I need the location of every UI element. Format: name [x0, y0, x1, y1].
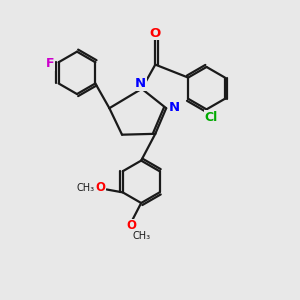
Text: CH₃: CH₃	[132, 231, 150, 241]
Text: N: N	[135, 77, 146, 90]
Text: CH₃: CH₃	[76, 183, 94, 193]
Text: O: O	[127, 220, 137, 232]
Text: O: O	[96, 182, 106, 194]
Text: O: O	[150, 27, 161, 40]
Text: F: F	[46, 57, 55, 70]
Text: Cl: Cl	[204, 111, 218, 124]
Text: N: N	[168, 101, 179, 114]
